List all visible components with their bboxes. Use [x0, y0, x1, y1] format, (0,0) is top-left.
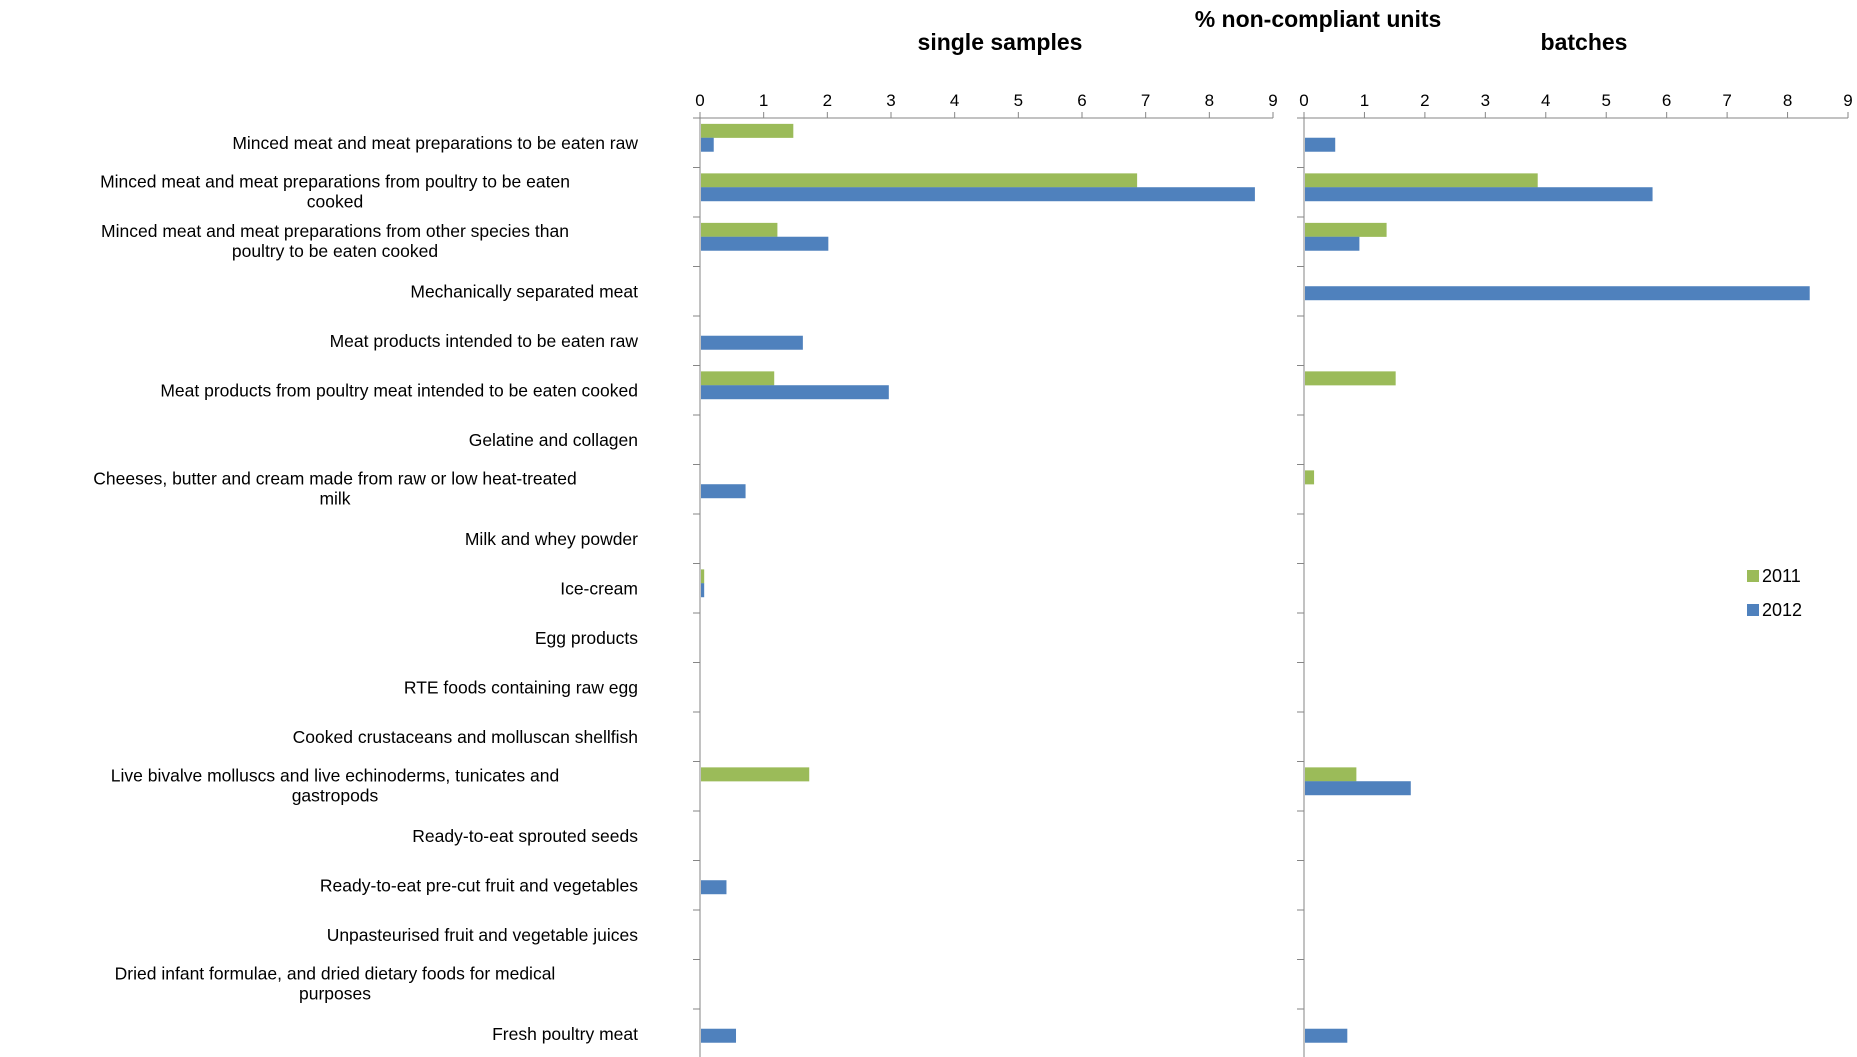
- category-label-4: Mechanically separated meat: [410, 281, 638, 301]
- category-label-3: Minced meat and meat preparations from o…: [101, 221, 569, 261]
- chart-title: % non-compliant units: [1195, 6, 1442, 32]
- bar-batches-2011-14: [1305, 767, 1357, 782]
- panel-title-single-samples: single samples: [918, 29, 1083, 55]
- category-label-11: Egg products: [535, 628, 638, 648]
- bar-single-samples-2012-1: [701, 137, 714, 152]
- category-label-12: RTE foods containing raw egg: [404, 677, 638, 697]
- x-tick-label-5: 5: [1014, 91, 1023, 110]
- category-label-2: Minced meat and meat preparations from p…: [100, 171, 570, 211]
- legend-label-2011: 2011: [1762, 566, 1801, 586]
- bar-single-samples-2011-2: [701, 173, 1138, 188]
- category-label-10: Ice-cream: [560, 578, 638, 598]
- panel-batches: batches 0 1 2 3 4 5 6 7 8 9: [1297, 29, 1853, 1057]
- legend-swatch-2012: [1747, 604, 1759, 616]
- bar-batches-2011-3: [1305, 222, 1387, 237]
- x-tick-label-4: 4: [1541, 91, 1550, 110]
- bar-single-samples-2012-3: [701, 236, 829, 251]
- bar-single-samples-2012-2: [701, 187, 1255, 202]
- bar-single-samples-2011-3: [701, 222, 778, 237]
- category-label-6: Meat products from poultry meat intended…: [160, 380, 638, 400]
- bar-single-samples-2012-19: [701, 1028, 737, 1043]
- bar-batches-2012-3: [1305, 236, 1360, 251]
- x-tick-label-7: 7: [1141, 91, 1150, 110]
- legend: 2011 2012: [1747, 566, 1802, 620]
- category-label-7: Gelatine and collagen: [469, 430, 638, 450]
- x-tick-label-1: 1: [759, 91, 768, 110]
- x-tick-label-0: 0: [1299, 91, 1308, 110]
- category-label-5: Meat products intended to be eaten raw: [330, 331, 639, 351]
- x-tick-label-6: 6: [1077, 91, 1086, 110]
- x-tick-label-3: 3: [886, 91, 895, 110]
- bar-batches-2011-8: [1305, 470, 1315, 485]
- legend-label-2012: 2012: [1762, 600, 1802, 620]
- bar-single-samples-2011-6: [701, 371, 775, 386]
- bar-single-samples-2012-16: [701, 880, 727, 895]
- category-label-8: Cheeses, butter and cream made from raw …: [93, 468, 576, 508]
- bar-batches-2012-1: [1305, 137, 1336, 152]
- category-label-13: Cooked crustaceans and molluscan shellfi…: [293, 727, 638, 747]
- bar-single-samples-2011-1: [701, 123, 794, 138]
- category-labels: Minced meat and meat preparations to be …: [93, 133, 638, 1044]
- x-tick-label-2: 2: [823, 91, 832, 110]
- bar-single-samples-2012-8: [701, 484, 746, 499]
- bar-batches-2012-4: [1305, 286, 1810, 301]
- bar-batches-2012-2: [1305, 187, 1653, 202]
- panel-title-batches: batches: [1541, 29, 1628, 55]
- category-label-19: Fresh poultry meat: [492, 1024, 638, 1044]
- x-tick-label-5: 5: [1601, 91, 1610, 110]
- x-tick-label-8: 8: [1783, 91, 1792, 110]
- bar-batches-2011-2: [1305, 173, 1538, 188]
- bar-single-samples-2012-6: [701, 385, 889, 400]
- x-tick-label-9: 9: [1843, 91, 1852, 110]
- category-label-14: Live bivalve molluscs and live echinoder…: [111, 765, 559, 805]
- category-label-15: Ready-to-eat sprouted seeds: [412, 826, 638, 846]
- bar-single-samples-2011-10: [701, 569, 705, 584]
- bar-single-samples-2011-14: [701, 767, 810, 782]
- x-tick-label-2: 2: [1420, 91, 1429, 110]
- x-tick-label-8: 8: [1205, 91, 1214, 110]
- bar-single-samples-2012-5: [701, 335, 803, 350]
- bar-single-samples-2012-10: [701, 583, 705, 598]
- bar-batches-2011-6: [1305, 371, 1396, 386]
- x-tick-label-7: 7: [1722, 91, 1731, 110]
- x-tick-label-4: 4: [950, 91, 959, 110]
- x-tick-label-9: 9: [1268, 91, 1277, 110]
- bar-batches-2012-19: [1305, 1028, 1348, 1043]
- bar-batches-2012-14: [1305, 781, 1411, 796]
- category-label-17: Unpasteurised fruit and vegetable juices: [327, 925, 639, 945]
- category-label-18: Dried infant formulae, and dried dietary…: [115, 963, 556, 1003]
- legend-swatch-2011: [1747, 570, 1759, 582]
- x-tick-label-1: 1: [1360, 91, 1369, 110]
- x-tick-label-6: 6: [1662, 91, 1671, 110]
- panel-single-samples: single samples 0 1 2 3 4 5 6 7 8 9: [693, 29, 1278, 1057]
- x-tick-label-3: 3: [1481, 91, 1490, 110]
- category-label-1: Minced meat and meat preparations to be …: [232, 133, 638, 153]
- category-label-9: Milk and whey powder: [465, 529, 638, 549]
- x-tick-label-0: 0: [695, 91, 704, 110]
- category-label-16: Ready-to-eat pre-cut fruit and vegetable…: [320, 875, 638, 895]
